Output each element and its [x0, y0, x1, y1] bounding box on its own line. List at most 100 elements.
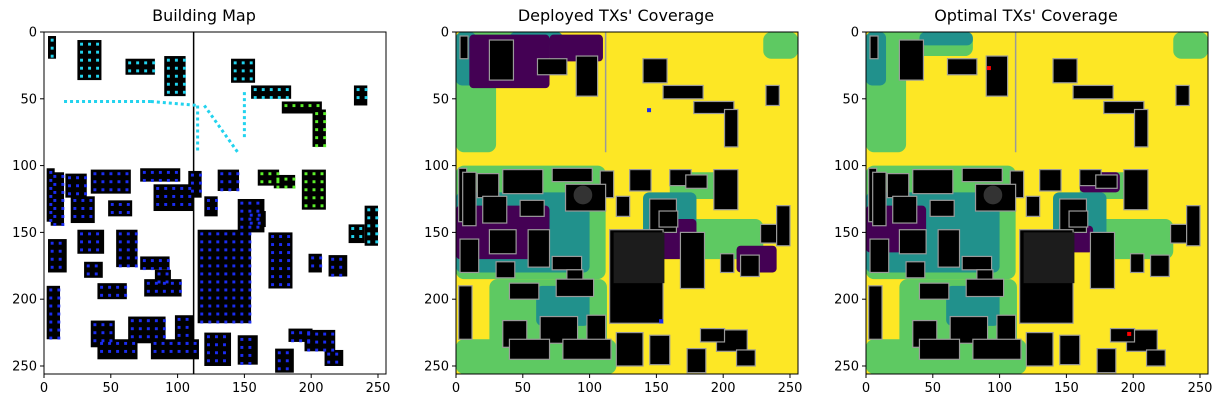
map-y-tick-label: 250	[12, 359, 37, 374]
map-tx-marker	[118, 203, 122, 206]
map-tx-marker	[277, 88, 281, 92]
map-tx-marker	[323, 136, 327, 140]
map-tx-marker	[118, 248, 122, 252]
map-tx-marker	[232, 240, 236, 244]
map-tx-marker	[61, 182, 65, 186]
map-tx-marker	[208, 304, 212, 308]
map-tx-marker	[100, 341, 104, 345]
map-tx-marker	[150, 178, 154, 182]
deployed-building	[713, 169, 739, 211]
map-tx-marker	[49, 186, 53, 190]
map-tx-marker	[134, 248, 138, 252]
map-tx-marker	[331, 332, 335, 336]
map-tx-marker	[200, 320, 204, 324]
map-tx-marker	[224, 288, 228, 292]
map-tx-marker	[233, 61, 237, 65]
map-tx-marker	[100, 285, 104, 289]
map-tx-marker	[276, 177, 280, 181]
map-tx-marker	[80, 50, 84, 54]
map-tx-marker	[256, 217, 260, 221]
map-tx-marker	[53, 223, 57, 226]
map-tx-marker	[277, 359, 281, 363]
deployed-building	[649, 334, 671, 366]
map-tx-marker	[50, 241, 54, 245]
map-tx-marker	[200, 256, 204, 260]
map-y-tick-label: 200	[12, 293, 37, 308]
map-tx-marker	[375, 232, 379, 236]
map-building	[275, 348, 294, 373]
map-tx-marker	[232, 232, 236, 236]
map-tx-marker	[118, 256, 122, 260]
deployed-building	[739, 254, 760, 278]
map-tx-marker	[165, 280, 169, 284]
map-tx-marker	[248, 337, 252, 341]
map-tx-marker	[61, 174, 65, 178]
map-tx-marker	[208, 256, 212, 260]
deployed-x-tick-label: 250	[778, 381, 803, 396]
map-tx-marker	[86, 272, 90, 276]
map-tx-marker	[312, 172, 316, 176]
map-tx-marker	[208, 248, 212, 252]
map-tx-marker	[320, 196, 324, 200]
map-tx-marker	[182, 74, 186, 78]
map-tx-marker	[279, 251, 283, 255]
map-tx-marker	[248, 264, 252, 268]
map-tx-marker	[208, 240, 212, 244]
map-tx-marker	[224, 272, 228, 276]
map-tx-marker	[109, 180, 113, 184]
map-tx-marker	[88, 42, 92, 46]
map-tx-marker	[124, 293, 128, 297]
map-tx-marker	[126, 203, 130, 206]
map-tx-marker	[130, 335, 134, 339]
map-tx-marker	[156, 203, 160, 206]
map-tx-marker	[84, 192, 88, 196]
map-tx-marker	[241, 61, 245, 65]
map-tx-marker	[215, 198, 218, 202]
map-tx-marker	[240, 248, 244, 252]
map-tx-marker	[320, 172, 324, 176]
deployed-coverage-mid-high	[763, 32, 798, 59]
map-tx-marker	[49, 219, 53, 222]
deployed-y-tick-label: 200	[424, 293, 449, 308]
map-x-tick-label: 150	[232, 381, 257, 396]
map-building	[125, 58, 155, 75]
map-tx-marker	[126, 264, 130, 268]
map-tx-marker	[166, 259, 170, 263]
map-tx-marker	[177, 317, 181, 321]
map-tx-marker	[93, 323, 97, 327]
map-tx-marker	[89, 207, 93, 210]
map-tx-marker	[134, 264, 138, 268]
map-tx-marker	[57, 304, 61, 308]
deployed-building	[495, 261, 516, 279]
map-tx-marker	[331, 348, 335, 352]
map-tx-marker	[174, 82, 178, 86]
map-tx-marker	[236, 172, 240, 176]
map-tx-marker	[311, 256, 315, 260]
deployed-building	[459, 35, 469, 60]
map-tx-marker	[180, 194, 184, 198]
map-tx-marker	[182, 66, 186, 70]
map-tx-marker	[284, 177, 288, 181]
deployed-large-building	[613, 232, 665, 284]
map-tx-marker	[150, 259, 154, 263]
deployed-y-tick-label: 0	[441, 26, 449, 41]
map-tx-marker	[110, 203, 114, 206]
map-tx-marker	[170, 281, 174, 285]
map-tx-marker	[240, 209, 244, 213]
map-tx-marker	[339, 265, 343, 269]
map-tx-marker	[223, 335, 226, 339]
map-tx-marker	[61, 223, 65, 226]
map-tx-marker	[224, 240, 228, 244]
deployed-tx-point	[659, 319, 664, 324]
map-tx-marker	[335, 352, 339, 356]
optimal-building	[1096, 348, 1117, 374]
map-tx-marker	[223, 351, 226, 355]
map-tx-marker	[177, 349, 181, 353]
optimal-building	[1068, 210, 1089, 228]
map-tx-marker	[215, 343, 218, 347]
map-tx-marker	[224, 312, 228, 316]
deployed-building	[735, 349, 756, 367]
map-tx-marker	[200, 232, 204, 236]
map-tx-marker	[58, 249, 62, 253]
